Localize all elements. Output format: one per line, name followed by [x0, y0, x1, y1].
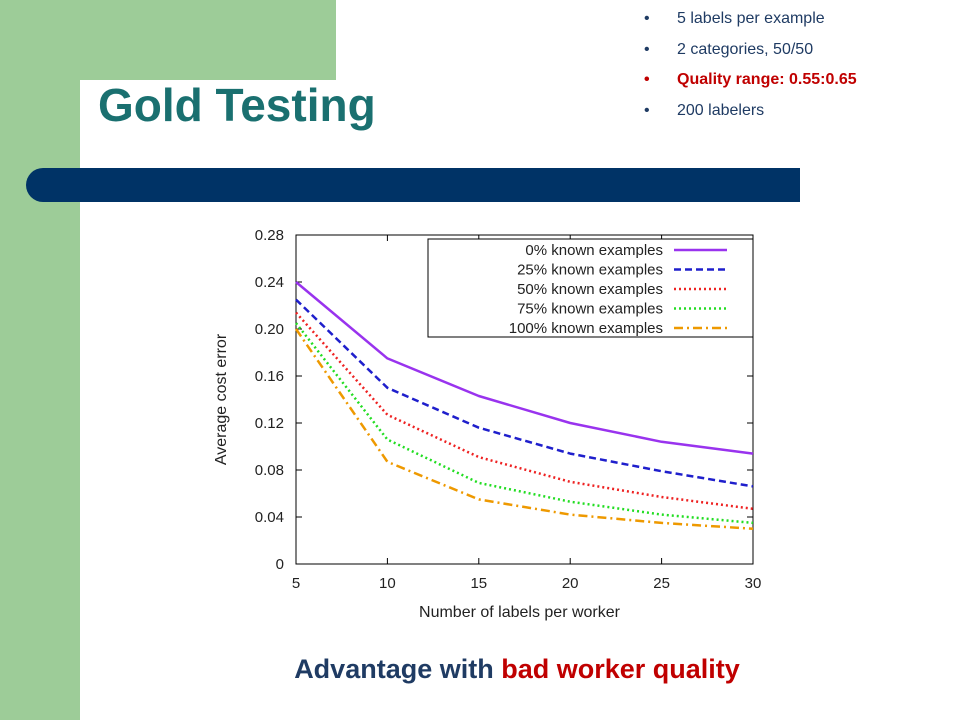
y-tick-label: 0.24: [255, 274, 284, 291]
y-tick-label: 0.28: [255, 227, 284, 244]
bullet-list: 5 labels per example 2 categories, 50/50…: [640, 8, 857, 130]
y-axis-label: Average cost error: [213, 333, 230, 465]
top-accent-block: [80, 0, 336, 80]
y-tick-label: 0.12: [255, 415, 284, 432]
caption-text: Advantage with: [294, 654, 494, 684]
title-panel: [80, 80, 336, 160]
x-tick-label: 10: [379, 575, 396, 592]
slide-caption: Advantage with bad worker quality: [0, 654, 960, 685]
bullet-item: 5 labels per example: [640, 8, 857, 39]
caption-highlight: bad worker quality: [501, 654, 740, 684]
x-tick-label: 15: [470, 575, 487, 592]
bullet-item: 200 labelers: [640, 100, 857, 131]
line-chart: 0 0.04 0.08 0.12 0.16 0.20 0.24 0.28 5 10 15 20 25 30…: [213, 227, 762, 621]
slide-title: Gold Testing: [98, 79, 376, 131]
y-tick-label: 0.20: [255, 321, 284, 338]
x-tick-label: 20: [562, 575, 579, 592]
plot-frame: [295, 234, 754, 565]
legend-label: 75% known examples: [517, 301, 663, 318]
legend-label: 0% known examples: [525, 242, 663, 259]
x-axis-label: Number of labels per worker: [419, 604, 621, 621]
legend-label: 50% known examples: [517, 281, 663, 298]
legend-label: 25% known examples: [517, 262, 663, 279]
x-tick-label: 5: [292, 575, 300, 592]
legend-label: 100% known examples: [509, 320, 663, 337]
x-tick-label: 25: [653, 575, 670, 592]
series-line-2: [295, 311, 754, 511]
series-line-1: [295, 298, 754, 488]
legend-box: [427, 238, 754, 338]
series-line-0: [295, 281, 754, 455]
bullet-item: 2 categories, 50/50: [640, 39, 857, 70]
y-tick-label: 0: [276, 556, 284, 573]
chart-container: 0 0.04 0.08 0.12 0.16 0.20 0.24 0.28 5 10 15 20 25 30…: [200, 215, 780, 630]
series-line-3: [295, 322, 754, 525]
bullet-item-highlight: Quality range: 0.55:0.65: [640, 69, 857, 100]
y-tick-label: 0.16: [255, 368, 284, 385]
title-underline-bar: [26, 168, 800, 202]
left-accent-bar: [0, 0, 80, 720]
y-tick-label: 0.08: [255, 462, 284, 479]
y-tick-label: 0.04: [255, 509, 284, 526]
x-tick-label: 30: [745, 575, 762, 592]
series-line-4: [294, 328, 754, 531]
